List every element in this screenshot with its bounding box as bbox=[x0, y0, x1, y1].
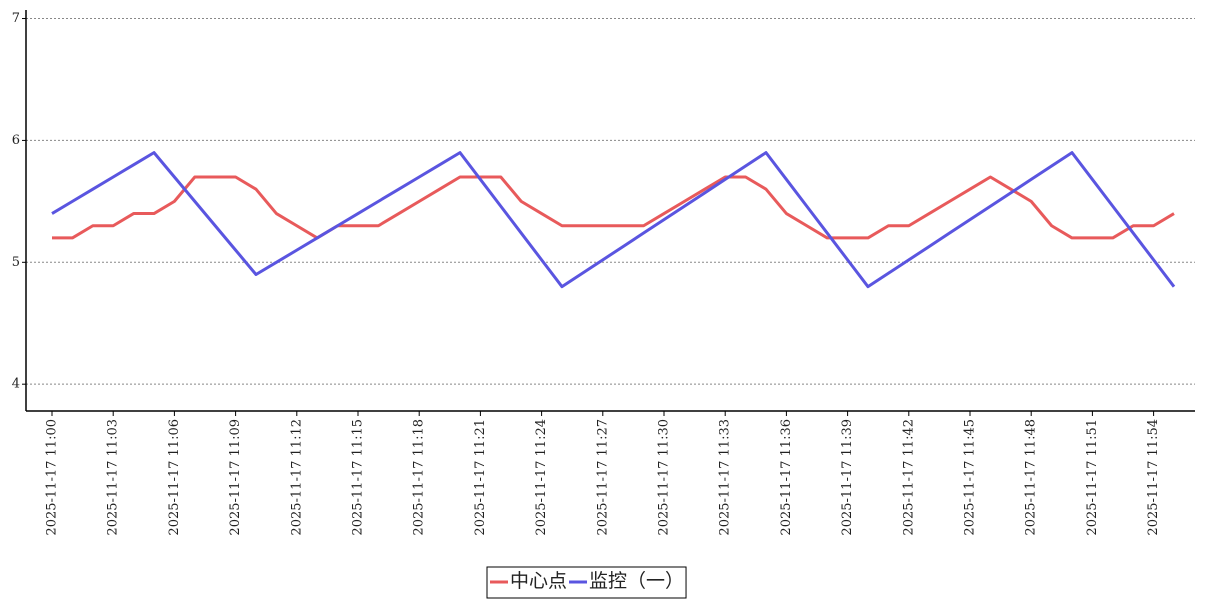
y-tick-label: 4 bbox=[12, 377, 20, 392]
x-tick-label: 2025-11-17 11:18 bbox=[412, 419, 427, 536]
series-line bbox=[51, 151, 1176, 289]
x-tick-label: 2025-11-17 11:09 bbox=[228, 419, 243, 536]
y-tick-label: 5 bbox=[12, 255, 20, 270]
x-tick-label: 2025-11-17 11:33 bbox=[718, 419, 733, 536]
x-tick-label: 2025-11-17 11:45 bbox=[963, 419, 978, 536]
x-tick-label: 2025-11-17 11:42 bbox=[901, 419, 916, 536]
x-tick-label: 2025-11-17 11:54 bbox=[1146, 419, 1161, 536]
legend: 中心点 监控（一） bbox=[486, 566, 687, 599]
legend-label: 监控（一） bbox=[589, 570, 684, 592]
x-tick-label: 2025-11-17 11:48 bbox=[1024, 419, 1039, 536]
legend-label: 中心点 bbox=[510, 570, 567, 592]
y-tick-label: 7 bbox=[12, 11, 20, 26]
x-tick-label: 2025-11-17 11:00 bbox=[45, 419, 60, 536]
x-tick-label: 2025-11-17 11:06 bbox=[167, 419, 182, 536]
y-tick-label: 6 bbox=[12, 133, 20, 148]
x-tick-label: 2025-11-17 11:03 bbox=[106, 419, 121, 536]
x-tick-label: 2025-11-17 11:39 bbox=[840, 419, 855, 536]
x-tick-label: 2025-11-17 11:36 bbox=[779, 419, 794, 536]
x-tick-label: 2025-11-17 11:27 bbox=[595, 419, 610, 536]
legend-box bbox=[486, 566, 687, 599]
x-tick-label: 2025-11-17 11:15 bbox=[351, 419, 366, 536]
x-tick-label: 2025-11-17 11:21 bbox=[473, 419, 488, 536]
x-tick-label: 2025-11-17 11:30 bbox=[657, 419, 672, 536]
x-tick-label: 2025-11-17 11:51 bbox=[1085, 419, 1100, 536]
series-line bbox=[52, 175, 1175, 240]
x-tick-label: 2025-11-17 11:24 bbox=[534, 419, 549, 536]
x-tick-label: 2025-11-17 11:12 bbox=[289, 419, 304, 536]
